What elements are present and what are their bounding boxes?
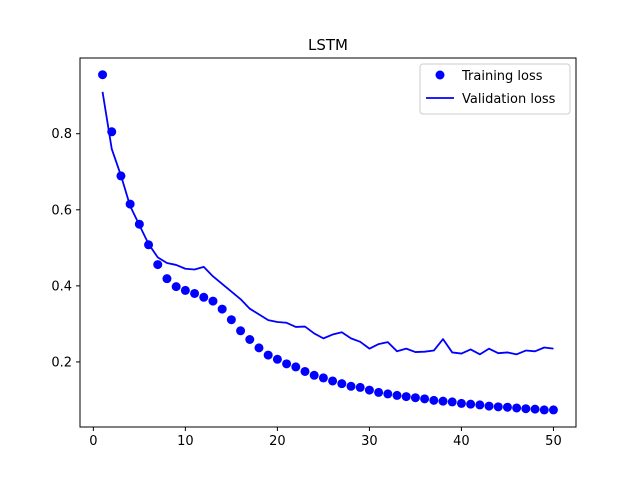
x-tick-label: 50 bbox=[545, 434, 562, 449]
training-loss-point bbox=[521, 404, 531, 414]
training-loss-point bbox=[493, 402, 503, 412]
training-loss-point bbox=[355, 382, 365, 392]
x-axis: 0 10 20 30 40 50 bbox=[89, 427, 562, 449]
training-loss-point bbox=[383, 389, 393, 399]
legend-training-label: Training loss bbox=[461, 69, 543, 84]
legend-training-marker bbox=[435, 70, 445, 80]
training-loss-point bbox=[217, 304, 227, 314]
training-loss-point bbox=[116, 171, 126, 181]
training-loss-point bbox=[144, 240, 154, 250]
training-loss-point bbox=[107, 127, 117, 137]
training-loss-point bbox=[254, 343, 264, 353]
training-loss-point bbox=[272, 354, 282, 364]
y-tick-label: 0.8 bbox=[51, 127, 72, 142]
training-loss-point bbox=[171, 282, 181, 292]
training-loss-point bbox=[318, 373, 328, 383]
training-loss-point bbox=[180, 285, 190, 295]
training-loss-point bbox=[374, 387, 384, 397]
training-loss-point bbox=[162, 274, 172, 284]
plot-area-frame bbox=[79, 57, 577, 428]
training-loss-point bbox=[346, 381, 356, 391]
training-loss-point bbox=[447, 397, 457, 407]
training-loss-point bbox=[401, 392, 411, 402]
validation-loss-line bbox=[101, 91, 554, 356]
training-loss-point bbox=[134, 219, 144, 229]
training-loss-point bbox=[236, 326, 246, 336]
legend-validation-label: Validation loss bbox=[462, 92, 556, 107]
training-loss-series bbox=[98, 70, 558, 415]
legend: Training loss Validation loss bbox=[419, 63, 571, 115]
training-loss-point bbox=[245, 335, 255, 345]
training-loss-point bbox=[291, 362, 301, 372]
validation-loss-series bbox=[101, 91, 554, 356]
training-loss-point bbox=[502, 402, 512, 412]
training-loss-point bbox=[328, 376, 338, 386]
training-loss-point bbox=[300, 366, 310, 376]
training-loss-point bbox=[466, 399, 476, 409]
training-loss-point bbox=[263, 350, 273, 360]
training-loss-point bbox=[199, 292, 209, 302]
training-loss-point bbox=[309, 370, 319, 380]
training-loss-point bbox=[475, 400, 485, 410]
training-loss-point bbox=[530, 404, 540, 414]
training-loss-point bbox=[392, 390, 402, 400]
y-tick-label: 0.6 bbox=[51, 203, 72, 218]
training-loss-point bbox=[548, 405, 558, 415]
training-loss-point bbox=[282, 359, 292, 369]
training-loss-point bbox=[153, 260, 163, 270]
x-tick-label: 0 bbox=[89, 434, 97, 449]
x-tick-label: 10 bbox=[177, 434, 194, 449]
y-tick-label: 0.2 bbox=[51, 355, 72, 370]
training-loss-point bbox=[125, 199, 135, 209]
training-loss-point bbox=[512, 403, 522, 413]
training-loss-point bbox=[410, 393, 420, 403]
y-tick-label: 0.4 bbox=[51, 279, 72, 294]
x-tick-label: 40 bbox=[453, 434, 470, 449]
training-loss-point bbox=[484, 401, 494, 411]
training-loss-point bbox=[420, 394, 430, 404]
legend-box bbox=[419, 63, 571, 115]
y-axis: 0.2 0.4 0.6 0.8 bbox=[51, 127, 80, 370]
training-loss-point bbox=[364, 385, 374, 395]
training-loss-point bbox=[456, 398, 466, 408]
training-loss-point bbox=[98, 70, 108, 80]
training-loss-point bbox=[438, 396, 448, 406]
training-loss-point bbox=[539, 405, 549, 415]
training-loss-point bbox=[429, 395, 439, 405]
chart-title: LSTM bbox=[308, 36, 348, 54]
x-tick-label: 20 bbox=[269, 434, 286, 449]
training-loss-point bbox=[337, 379, 347, 389]
training-loss-point bbox=[226, 315, 236, 325]
x-tick-label: 30 bbox=[361, 434, 378, 449]
training-loss-point bbox=[190, 288, 200, 298]
training-loss-point bbox=[208, 296, 218, 306]
